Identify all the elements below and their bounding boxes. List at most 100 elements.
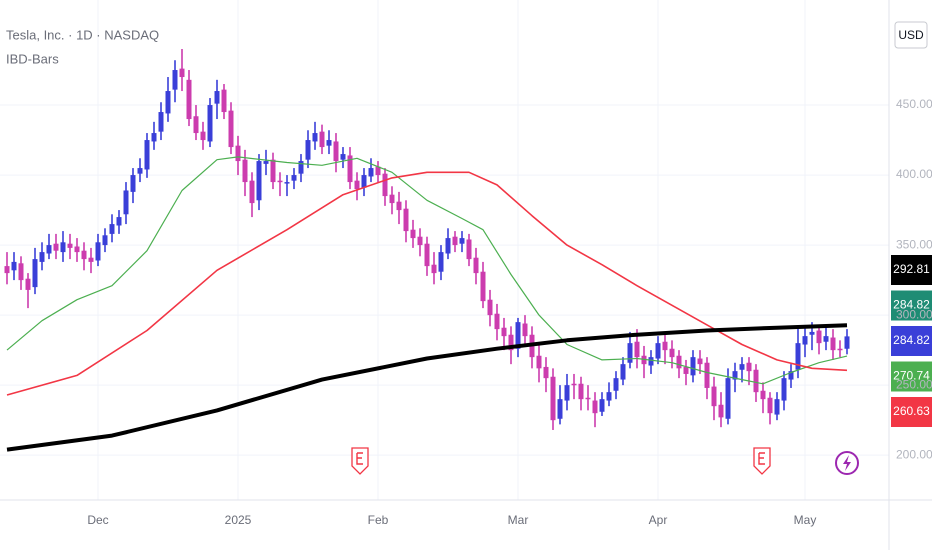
bar-body xyxy=(627,343,633,363)
bar-body xyxy=(88,257,94,262)
bar-body xyxy=(277,180,283,183)
bar-body xyxy=(445,238,451,254)
bar-body xyxy=(466,239,472,260)
event-marker[interactable] xyxy=(835,451,859,475)
bar-body xyxy=(830,337,836,351)
earnings-marker[interactable] xyxy=(351,447,369,475)
bar-body xyxy=(270,159,276,183)
bar-body xyxy=(669,348,675,358)
bar-body xyxy=(844,336,850,349)
bar-body xyxy=(676,355,682,369)
earnings-marker[interactable] xyxy=(753,447,771,475)
bar-body xyxy=(487,299,493,316)
bar-body xyxy=(228,110,234,148)
bar-body xyxy=(683,366,689,374)
bar-body xyxy=(550,376,556,421)
bar-body xyxy=(767,397,773,414)
bar-body xyxy=(543,366,549,379)
bar-body xyxy=(417,236,423,246)
bar-body xyxy=(18,263,24,281)
bar-body xyxy=(690,357,696,376)
bar-body xyxy=(718,404,724,418)
bar-body xyxy=(200,131,206,141)
currency: USD xyxy=(898,28,924,42)
bar-body xyxy=(263,161,269,164)
bar-body xyxy=(235,145,241,162)
bar-body xyxy=(795,343,801,370)
y-tick-label: 350.00 xyxy=(896,237,932,251)
bar-body xyxy=(4,266,10,274)
bar-body xyxy=(739,364,745,370)
bar-body xyxy=(361,175,367,188)
bar-body xyxy=(67,243,73,248)
y-tick-label: 400.00 xyxy=(896,167,932,181)
price-label-box xyxy=(891,290,932,321)
bar-body xyxy=(704,362,710,388)
y-tick-label: 450.00 xyxy=(896,97,932,111)
bar-body xyxy=(438,252,444,272)
bar-body xyxy=(32,259,38,288)
event-icon xyxy=(843,455,851,471)
bar-body xyxy=(74,246,80,253)
x-tick-label: Mar xyxy=(508,513,529,527)
y-tick-label: 250.00 xyxy=(896,377,932,391)
bar-body xyxy=(620,364,626,380)
bar-body xyxy=(354,180,360,190)
price-label: 284.82 xyxy=(893,333,930,347)
currency-box[interactable] xyxy=(894,21,928,49)
bar-body xyxy=(123,190,129,215)
bar-body xyxy=(711,386,717,407)
bar-body xyxy=(333,141,339,162)
bar-body xyxy=(788,371,794,380)
bar-body xyxy=(193,116,199,134)
bar-body xyxy=(480,271,486,302)
bar-body xyxy=(60,242,66,253)
y-tick-label: 300.00 xyxy=(896,307,932,321)
bar-body xyxy=(375,166,381,176)
price-labels: 292.81 284.82 284.82 270.74 260.63 xyxy=(891,255,932,427)
bar-body xyxy=(837,348,843,351)
bar-body xyxy=(746,362,752,372)
bar-body xyxy=(242,159,248,183)
bar-body xyxy=(725,378,731,419)
x-tick-label: May xyxy=(794,513,817,527)
y-tick-label: 200.00 xyxy=(896,447,932,461)
bar-body xyxy=(459,238,465,244)
bar-body xyxy=(368,168,374,177)
earnings-icon xyxy=(758,452,765,465)
bar-body xyxy=(53,243,59,251)
earnings-flag xyxy=(351,447,369,475)
bar-body xyxy=(522,323,528,337)
earnings-flag xyxy=(753,447,771,475)
bar-body xyxy=(137,168,143,174)
bar-body xyxy=(473,257,479,274)
bar-body xyxy=(305,140,311,160)
bar-body xyxy=(823,336,829,342)
bar-body xyxy=(508,334,514,351)
bar-body xyxy=(214,91,220,104)
bar-body xyxy=(452,236,458,246)
bar-body xyxy=(396,201,402,211)
bar-body xyxy=(536,355,542,369)
bar-body xyxy=(424,243,430,267)
price-label: 284.82 xyxy=(893,298,930,312)
bar-body xyxy=(809,331,815,335)
price-label: 260.63 xyxy=(893,404,930,418)
bar-body xyxy=(732,371,738,380)
moving-average-line xyxy=(6,171,848,396)
bar-body xyxy=(249,180,255,204)
bar-body xyxy=(802,336,808,345)
bar-body xyxy=(634,341,640,358)
price-label-box xyxy=(891,326,932,356)
bar-body xyxy=(655,343,661,359)
bar-body xyxy=(39,252,45,262)
bar-body xyxy=(116,217,122,226)
bar-body xyxy=(648,357,654,366)
bar-body xyxy=(95,242,101,261)
bar-body xyxy=(11,261,17,271)
bar-body xyxy=(403,208,409,232)
bar-body xyxy=(571,383,577,386)
bar-body xyxy=(172,70,178,90)
bar-body xyxy=(319,131,325,148)
